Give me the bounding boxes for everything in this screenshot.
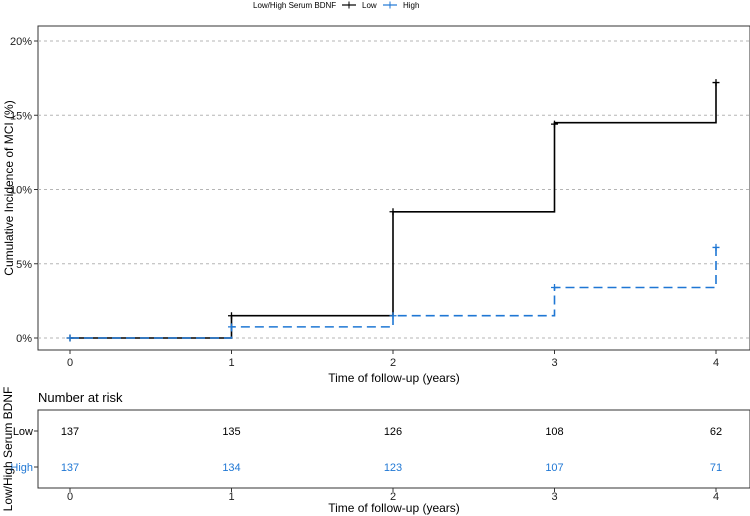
risk-value: 135 <box>222 426 240 438</box>
censor-mark-high <box>228 323 235 331</box>
y-axis-title: Cumulative Incidence of MCI (%) <box>2 100 16 275</box>
x-tick-label: 1 <box>228 357 234 369</box>
risk-row-label: High <box>10 462 33 474</box>
y-tick-label: 15% <box>10 110 32 122</box>
y-tick-label: 5% <box>16 259 32 271</box>
risk-value: 137 <box>61 426 79 438</box>
risk-value: 137 <box>61 462 79 474</box>
y-axis-ticks: 0% 5% 10% 15% 20% <box>10 36 38 345</box>
series-layer <box>66 79 720 342</box>
legend-title: Low/High Serum BDNF <box>253 1 336 10</box>
risk-value: 62 <box>710 426 722 438</box>
plot-panel-border <box>37 25 750 351</box>
y-tick-label: 20% <box>10 36 32 48</box>
x-axis-ticks: 0 1 2 3 4 <box>67 350 719 369</box>
risk-y-axis-title: Low/High Serum BDNF <box>1 387 15 512</box>
risk-x-tick-label: 4 <box>713 491 719 503</box>
censor-mark-low <box>551 120 558 128</box>
censor-mark-high <box>551 284 558 292</box>
censor-mark-high <box>66 334 74 342</box>
risk-panel-border <box>37 409 750 489</box>
legend: Low/High Serum BDNF Low High <box>253 1 419 10</box>
risk-x-axis-ticks: 0 1 2 3 4 <box>67 488 719 503</box>
censor-mark-low <box>228 312 235 320</box>
risk-x-tick-label: 0 <box>67 491 73 503</box>
x-tick-label: 0 <box>67 357 73 369</box>
censor-mark-high <box>712 243 720 251</box>
legend-entry-low: Low <box>342 1 377 10</box>
y-gridlines <box>38 40 750 339</box>
x-tick-label: 2 <box>390 357 396 369</box>
main-plot: 0% 5% 10% 15% 20% 0 1 2 3 4 Time of follow-up (y… <box>2 25 750 385</box>
x-tick-label: 3 <box>551 357 557 369</box>
risk-x-axis-title: Time of follow-up (years) <box>328 501 460 515</box>
risk-table-rows: Low 137 135 126 108 62 High 137 134 123 107 71 <box>10 426 722 474</box>
risk-x-tick-label: 3 <box>551 491 557 503</box>
risk-value: 108 <box>545 426 563 438</box>
risk-value: 107 <box>545 462 563 474</box>
risk-x-tick-label: 2 <box>390 491 396 503</box>
censor-mark-high <box>389 312 397 320</box>
risk-value: 126 <box>384 426 402 438</box>
x-axis-title: Time of follow-up (years) <box>328 371 460 385</box>
risk-x-tick-label: 1 <box>228 491 234 503</box>
legend-entry-high: High <box>383 1 419 10</box>
x-tick-label: 4 <box>713 357 719 369</box>
y-tick-label: 10% <box>10 185 32 197</box>
censor-mark-low <box>389 208 397 216</box>
risk-value: 123 <box>384 462 402 474</box>
legend-high-label: High <box>403 1 419 10</box>
risk-value: 134 <box>222 462 240 474</box>
risk-row-label: Low <box>13 426 33 438</box>
censor-mark-low <box>712 79 720 87</box>
y-tick-label: 0% <box>16 333 32 345</box>
legend-low-label: Low <box>362 1 377 10</box>
risk-value: 71 <box>710 462 722 474</box>
risk-table-title: Number at risk <box>38 390 123 405</box>
